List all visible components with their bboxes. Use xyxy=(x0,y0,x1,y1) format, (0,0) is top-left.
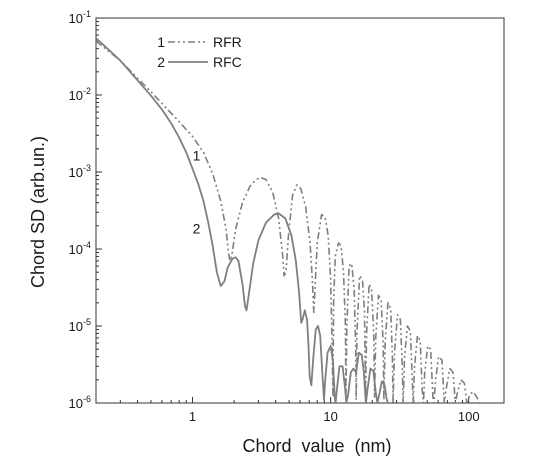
legend-number: 2 xyxy=(157,54,165,70)
legend-number: 1 xyxy=(157,34,165,50)
y-tick-exponent: -5 xyxy=(83,317,91,327)
y-axis-title: Chord SD (arb.un.) xyxy=(28,136,48,288)
legend: 1 RFR 2 RFC xyxy=(157,34,242,70)
y-tick-label: 10-2 xyxy=(69,86,91,103)
x-tick-label: 1 xyxy=(189,409,196,424)
y-tick-base: 10 xyxy=(69,165,83,180)
series-line-rfc xyxy=(96,37,389,403)
y-axis-ticks: 10-610-510-410-310-210-1 xyxy=(69,9,102,411)
series-line-rfr xyxy=(96,40,481,403)
y-tick-exponent: -4 xyxy=(83,240,91,250)
y-tick-exponent: -3 xyxy=(83,163,91,173)
x-axis-ticks: 1 10 100 xyxy=(95,397,480,424)
plot-frame xyxy=(95,17,505,404)
y-tick-label: 10-6 xyxy=(69,394,91,411)
y-tick-label: 10-1 xyxy=(69,9,91,26)
y-tick-label: 10-4 xyxy=(69,240,91,257)
y-tick-base: 10 xyxy=(69,11,83,26)
curve-label-1: 1 xyxy=(193,148,201,164)
y-tick-base: 10 xyxy=(69,242,83,257)
y-tick-exponent: -2 xyxy=(83,86,91,96)
series-layer xyxy=(96,37,481,403)
y-tick-base: 10 xyxy=(69,396,83,411)
legend-label: RFC xyxy=(213,54,242,70)
y-tick-exponent: -6 xyxy=(83,394,91,404)
y-tick-base: 10 xyxy=(69,319,83,334)
x-axis-title: Chord value (nm) xyxy=(242,436,391,456)
y-tick-base: 10 xyxy=(69,88,83,103)
x-tick-label: 10 xyxy=(323,409,337,424)
y-tick-exponent: -1 xyxy=(83,9,91,19)
x-tick-label: 100 xyxy=(458,409,480,424)
legend-label: RFR xyxy=(213,34,242,50)
curve-labels: 12 xyxy=(193,148,201,237)
y-tick-label: 10-5 xyxy=(69,317,91,334)
curve-label-2: 2 xyxy=(193,220,201,236)
y-tick-label: 10-3 xyxy=(69,163,91,180)
